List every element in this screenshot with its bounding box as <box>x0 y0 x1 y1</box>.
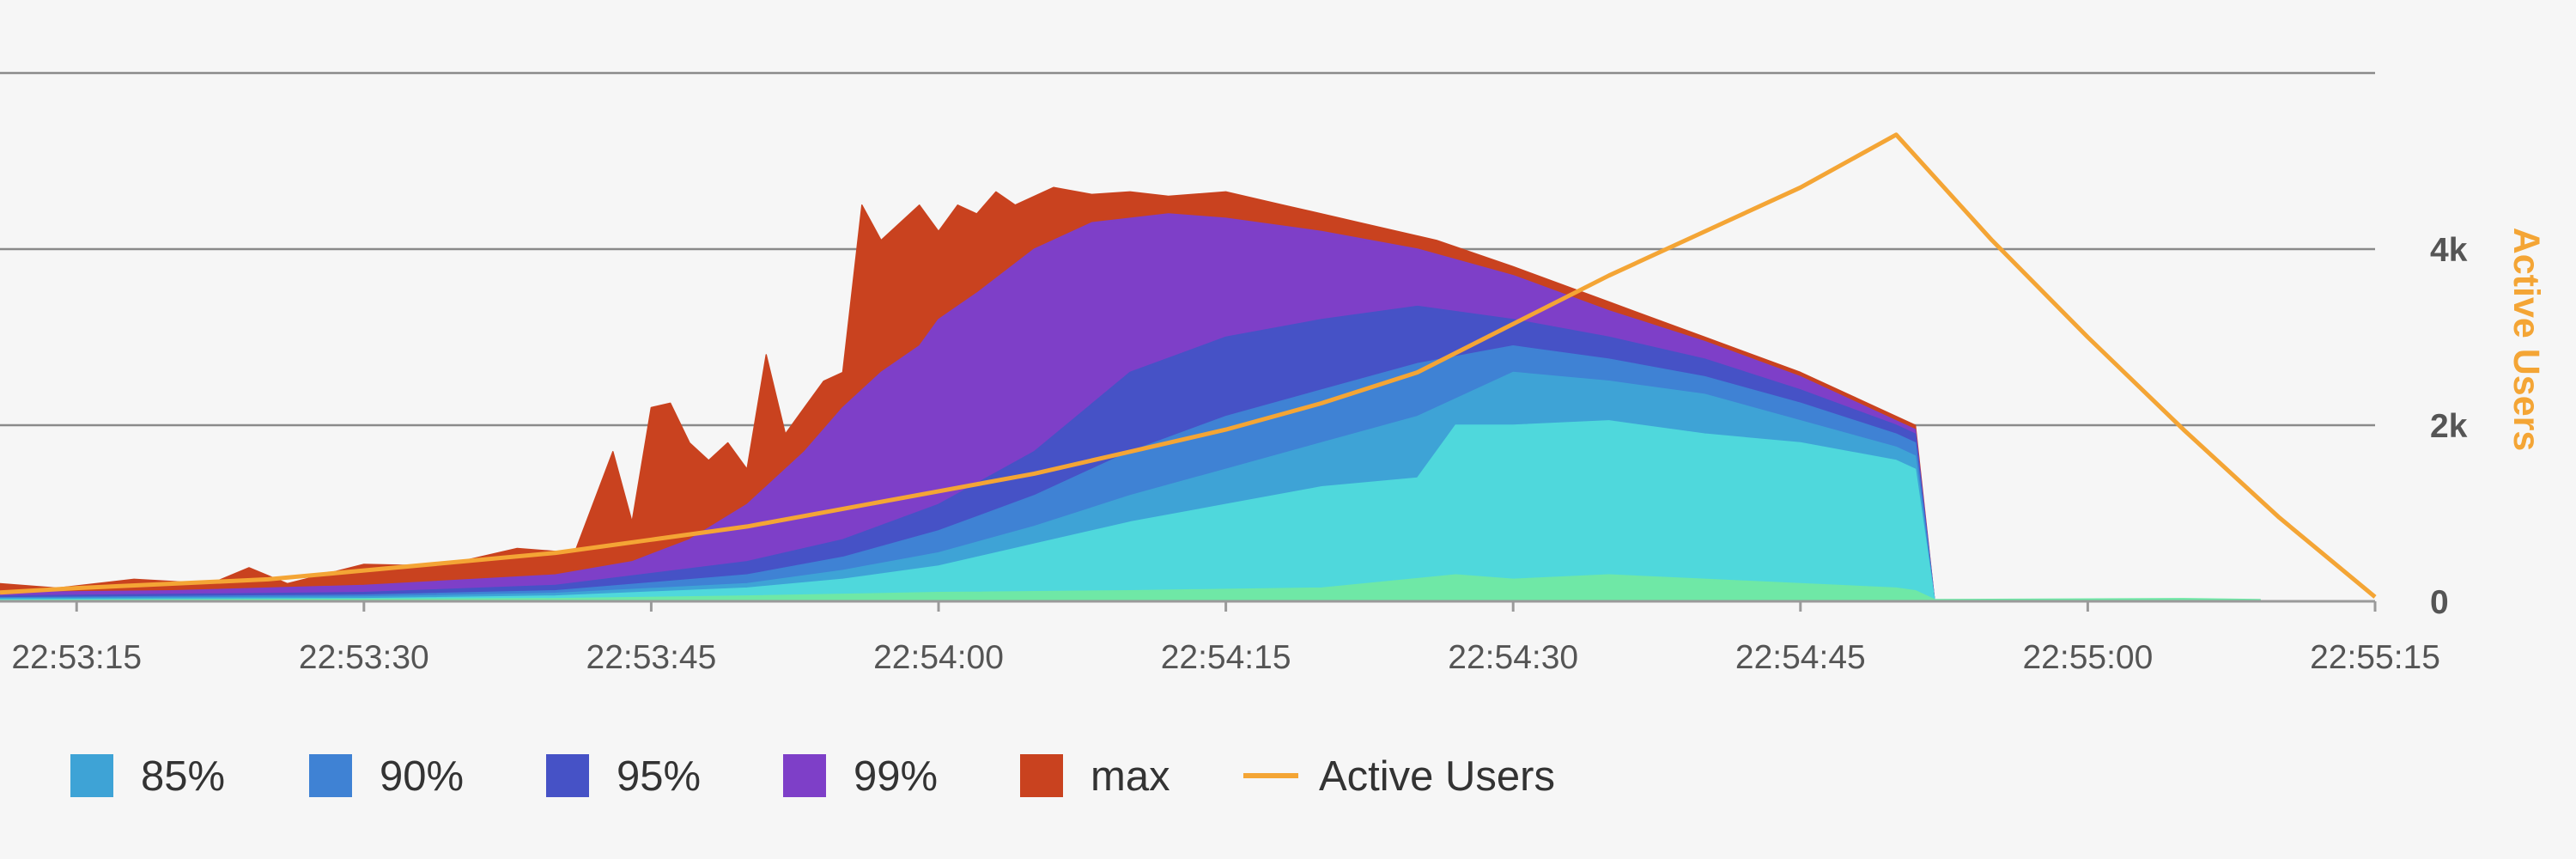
x-tick-label: 22:55:00 <box>2022 639 2153 676</box>
legend-label: 99% <box>854 753 938 800</box>
y-tick-label: 2k <box>2430 408 2468 445</box>
legend-item[interactable]: 90% <box>309 753 464 800</box>
legend-label: 95% <box>617 753 701 800</box>
legend-item[interactable]: 95% <box>546 753 701 800</box>
legend-item[interactable]: Active Users <box>1243 753 1555 800</box>
x-tick-label: 22:53:15 <box>11 639 142 676</box>
y-tick-label: 0 <box>2430 584 2449 621</box>
x-tick-label: 22:53:45 <box>586 639 717 676</box>
legend-swatch-90pct <box>309 754 352 797</box>
x-axis: 22:53:15 22:53:30 22:53:45 22:54:00 22:54:15… <box>11 601 2440 676</box>
area-series-band <box>0 420 1935 602</box>
line-layer <box>0 132 2377 599</box>
legend-label: Active Users <box>1319 753 1555 800</box>
x-tick-label: 22:54:15 <box>1161 639 1291 676</box>
area-series-band <box>0 574 2261 602</box>
x-tick-label: 22:54:30 <box>1448 639 1578 676</box>
x-tick-label: 22:54:00 <box>873 639 1004 676</box>
legend-swatch-95pct <box>546 754 589 797</box>
legend-label: 90% <box>380 753 464 800</box>
legend-item[interactable]: 99% <box>783 753 938 800</box>
line-series-active-users <box>0 132 2377 599</box>
x-tick-label: 22:53:30 <box>299 639 429 676</box>
legend-swatch-85pct <box>70 754 113 797</box>
y-tick-label: 4k <box>2430 232 2468 269</box>
legend: 85% 90% 95% 99% max Active Users <box>70 753 1555 800</box>
legend-item[interactable]: 85% <box>70 753 225 800</box>
legend-label: max <box>1091 753 1170 800</box>
legend-item[interactable]: max <box>1020 753 1170 800</box>
legend-swatch-max <box>1020 754 1063 797</box>
legend-swatch-99pct <box>783 754 826 797</box>
y-axis-right: 4k 2k 0 Active Users <box>2430 228 2547 621</box>
area-layer <box>0 186 2261 602</box>
legend-label: 85% <box>141 753 225 800</box>
x-tick-label: 22:55:15 <box>2310 639 2440 676</box>
x-tick-label: 22:54:45 <box>1735 639 1866 676</box>
y-axis-right-label: Active Users <box>2506 228 2547 452</box>
